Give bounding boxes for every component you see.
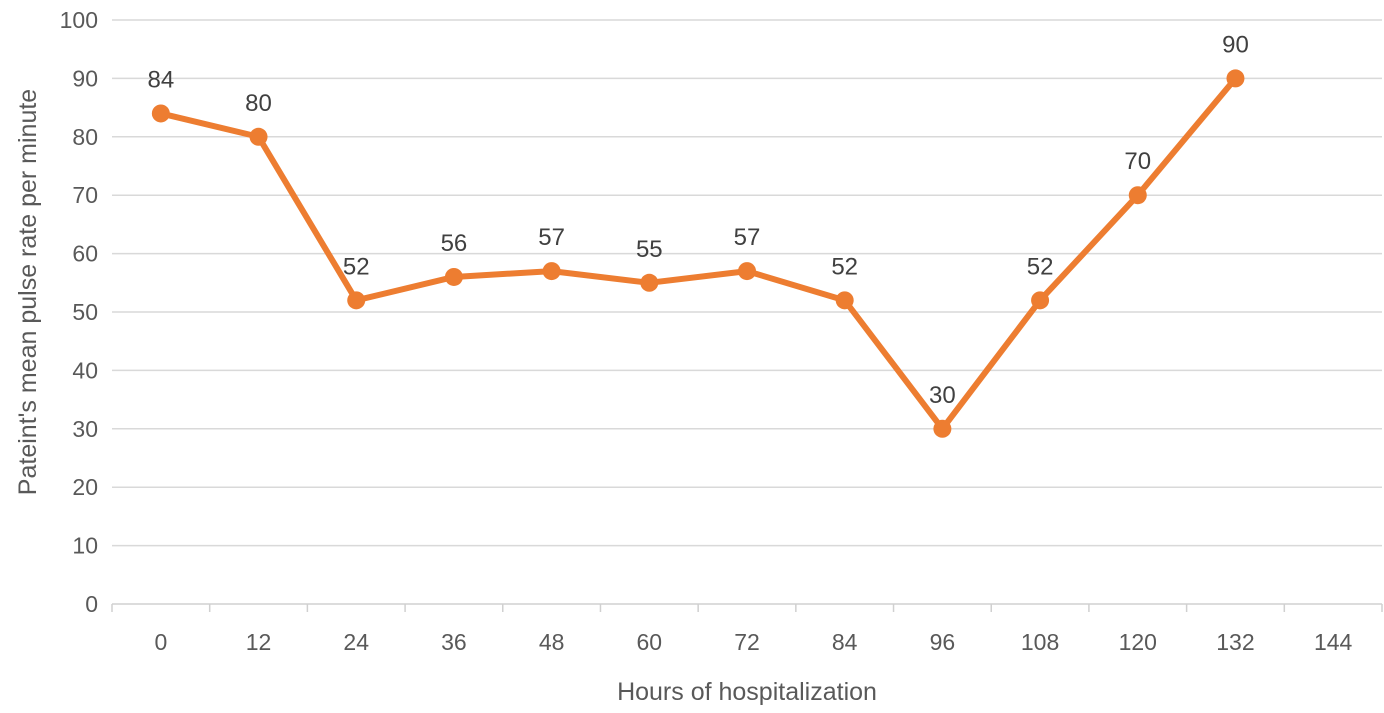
x-tick-label: 48 xyxy=(539,629,565,655)
y-tick-label: 60 xyxy=(72,241,98,267)
data-label: 84 xyxy=(147,66,174,93)
x-tick-label: 108 xyxy=(1021,629,1059,655)
data-point xyxy=(738,262,756,281)
y-tick-label: 50 xyxy=(72,299,98,325)
x-tick-label: 72 xyxy=(734,629,760,655)
y-axis-title: Pateint's mean pulse rate per minute xyxy=(14,89,42,495)
data-point xyxy=(1128,186,1147,205)
y-tick-label: 80 xyxy=(72,124,98,150)
x-tick-label: 12 xyxy=(246,629,272,655)
x-axis-tick-labels: 0 12 24 36 48 60 72 84 96 108 120 132 144 xyxy=(154,629,1352,655)
x-tick-label: 24 xyxy=(343,629,369,655)
data-point xyxy=(1226,69,1245,88)
data-label: 57 xyxy=(538,224,565,251)
data-label: 90 xyxy=(1222,31,1249,58)
y-tick-label: 20 xyxy=(72,474,98,500)
x-tick-label: 132 xyxy=(1216,629,1254,655)
y-tick-label: 0 xyxy=(85,591,98,617)
data-labels: 84 80 52 56 57 55 57 52 30 52 70 90 xyxy=(147,31,1248,408)
x-tick-label: 96 xyxy=(930,629,956,655)
x-tick-label: 0 xyxy=(154,629,167,655)
gridlines xyxy=(112,19,1382,547)
data-point xyxy=(933,419,952,438)
data-label: 30 xyxy=(929,382,956,409)
x-tick-label: 36 xyxy=(441,629,467,655)
data-point xyxy=(151,104,170,123)
data-points xyxy=(151,69,1245,438)
x-axis-title: Hours of hospitalization xyxy=(617,678,877,706)
data-label: 80 xyxy=(245,90,272,117)
data-point xyxy=(542,262,561,281)
x-tick-label: 144 xyxy=(1314,629,1353,655)
data-point xyxy=(249,127,268,146)
data-point xyxy=(640,273,659,292)
x-tick-label: 84 xyxy=(832,629,858,655)
data-point xyxy=(835,291,854,310)
y-tick-label: 90 xyxy=(72,65,98,91)
y-axis-tick-labels: 0 10 20 30 40 50 60 70 80 90 100 xyxy=(60,7,98,617)
x-axis-tick-marks xyxy=(111,604,1383,612)
x-tick-label: 120 xyxy=(1119,629,1157,655)
data-label: 56 xyxy=(441,230,468,257)
data-label: 52 xyxy=(343,253,370,280)
data-label: 70 xyxy=(1124,148,1151,175)
x-tick-label: 60 xyxy=(637,629,663,655)
data-point xyxy=(444,267,463,286)
y-tick-label: 70 xyxy=(72,182,98,208)
y-tick-label: 40 xyxy=(72,357,98,383)
series-line xyxy=(157,75,1239,432)
data-label: 52 xyxy=(1027,253,1054,280)
y-tick-label: 30 xyxy=(72,416,98,442)
y-tick-label: 100 xyxy=(60,7,98,33)
data-label: 57 xyxy=(734,224,761,251)
data-label: 52 xyxy=(831,253,858,280)
y-tick-label: 10 xyxy=(72,533,98,559)
data-point xyxy=(347,291,366,310)
data-point xyxy=(1031,291,1050,310)
data-label: 55 xyxy=(636,236,663,263)
